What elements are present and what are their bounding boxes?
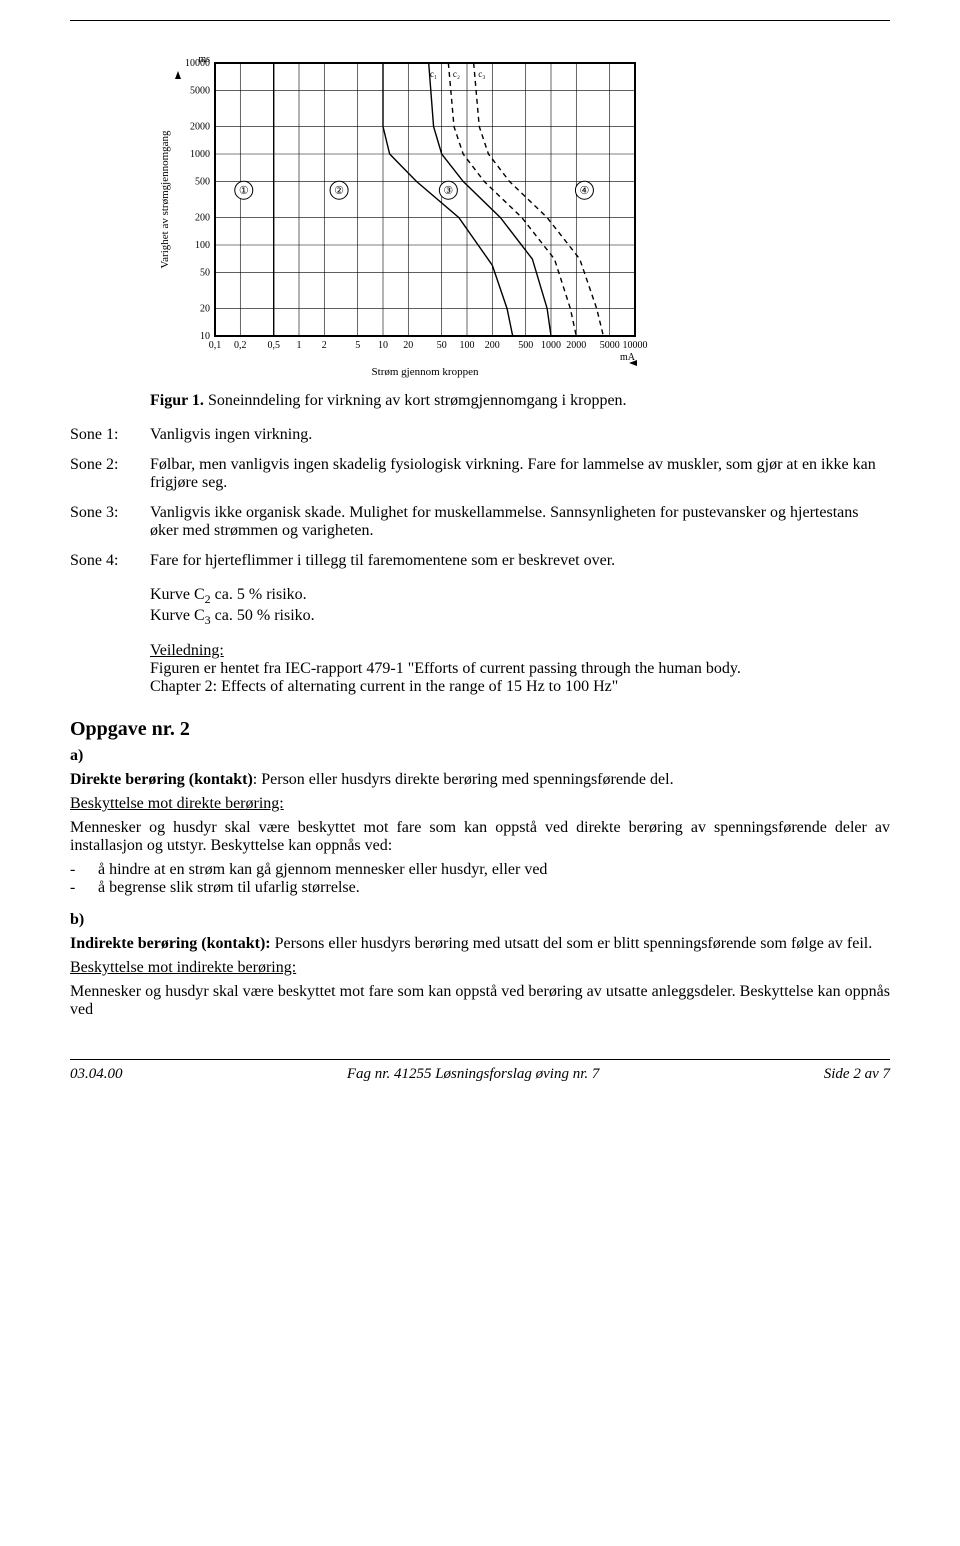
svg-text:50: 50 [200, 267, 210, 278]
svg-text:①: ① [239, 185, 249, 197]
svg-text:200: 200 [485, 340, 500, 351]
svg-text:④: ④ [579, 185, 589, 197]
svg-text:Varighet av strømgjennomgang: Varighet av strømgjennomgang [159, 130, 171, 269]
svg-text:5000: 5000 [600, 340, 620, 351]
oppgave-a: a) Direkte berøring (kontakt): Person el… [70, 747, 890, 897]
list-item: å hindre at en strøm kan gå gjennom menn… [70, 861, 890, 879]
footer-center: Fag nr. 41255 Løsningsforslag øving nr. … [347, 1066, 600, 1083]
part-a-label: a) [70, 747, 83, 764]
oppgave-b: b) Indirekte berøring (kontakt): Persons… [70, 911, 890, 1019]
sone-row: Sone 1: Vanligvis ingen virkning. [70, 420, 890, 450]
sone-definitions: Sone 1: Vanligvis ingen virkning. Sone 2… [70, 420, 890, 576]
sone-label: Sone 2: [70, 450, 150, 498]
svg-text:c₁: c₁ [430, 69, 437, 79]
svg-text:2000: 2000 [566, 340, 586, 351]
sone-row: Sone 4: Fare for hjerteflimmer i tillegg… [70, 546, 890, 576]
list-item: å begrense slik strøm til ufarlig større… [70, 879, 890, 897]
chart-svg: 0,10,20,51251020501002005001000200050001… [150, 51, 650, 381]
svg-text:1: 1 [297, 340, 302, 351]
svg-text:0,5: 0,5 [267, 340, 280, 351]
indirekte-rest: Persons eller husdyrs berøring med utsat… [271, 935, 873, 952]
figure-caption-text: Soneinndeling for virkning av kort strøm… [208, 392, 627, 409]
svg-text:2: 2 [322, 340, 327, 351]
kurve-c2: Kurve C2 ca. 5 % risiko. [150, 586, 890, 607]
besk-direkte-list: å hindre at en strøm kan gå gjennom menn… [70, 861, 890, 897]
sone-text: Vanligvis ingen virkning. [150, 420, 890, 450]
oppgave-title: Oppgave nr. 2 [70, 718, 890, 741]
svg-text:c₂: c₂ [453, 69, 460, 79]
besk-indirekte-text: Mennesker og husdyr skal være beskyttet … [70, 983, 890, 1019]
svg-text:20: 20 [200, 304, 210, 315]
besk-direkte-text: Mennesker og husdyr skal være beskyttet … [70, 819, 890, 855]
top-rule [70, 20, 890, 21]
svg-text:10000: 10000 [623, 340, 648, 351]
besk-direkte-heading: Beskyttelse mot direkte berøring: [70, 795, 284, 812]
sone-label: Sone 4: [70, 546, 150, 576]
kurve-c3: Kurve C3 ca. 50 % risiko. [150, 607, 890, 628]
svg-text:1000: 1000 [190, 149, 210, 160]
footer-left: 03.04.00 [70, 1066, 123, 1083]
bottom-rule [70, 1059, 890, 1060]
sone-text: Fare for hjerteflimmer i tillegg til far… [150, 546, 890, 576]
figure-label: Figur 1. [150, 392, 204, 409]
svg-text:50: 50 [437, 340, 447, 351]
footer-right: Side 2 av 7 [824, 1066, 890, 1083]
svg-text:100: 100 [195, 240, 210, 251]
svg-text:100: 100 [460, 340, 475, 351]
figure-caption: Figur 1. Soneinndeling for virkning av k… [150, 392, 890, 410]
direkte-rest: : Person eller husdyrs direkte berøring … [253, 771, 674, 788]
zone-chart: 0,10,20,51251020501002005001000200050001… [150, 51, 890, 386]
svg-text:0,1: 0,1 [209, 340, 222, 351]
svg-text:20: 20 [403, 340, 413, 351]
sone-row: Sone 3: Vanligvis ikke organisk skade. M… [70, 498, 890, 546]
svg-text:②: ② [334, 185, 344, 197]
direkte-bold: Direkte berøring (kontakt) [70, 771, 253, 788]
svg-text:10: 10 [200, 331, 210, 342]
svg-text:500: 500 [195, 176, 210, 187]
sone-label: Sone 1: [70, 420, 150, 450]
veiledning-line2: Chapter 2: Effects of alternating curren… [150, 678, 890, 696]
svg-text:10: 10 [378, 340, 388, 351]
sone-text: Vanligvis ikke organisk skade. Mulighet … [150, 498, 890, 546]
svg-text:③: ③ [443, 185, 453, 197]
veiledning: Veiledning: Figuren er hentet fra IEC-ra… [150, 642, 890, 696]
svg-text:5000: 5000 [190, 85, 210, 96]
besk-indirekte-heading: Beskyttelse mot indirekte berøring: [70, 959, 296, 976]
kurve-block: Kurve C2 ca. 5 % risiko. Kurve C3 ca. 50… [150, 586, 890, 628]
svg-text:500: 500 [518, 340, 533, 351]
part-b-label: b) [70, 911, 84, 928]
sone-row: Sone 2: Følbar, men vanligvis ingen skad… [70, 450, 890, 498]
svg-text:Strøm gjennom kroppen: Strøm gjennom kroppen [372, 366, 479, 378]
svg-text:c₃: c₃ [478, 69, 485, 79]
indirekte-bold: Indirekte berøring (kontakt): [70, 935, 271, 952]
svg-text:200: 200 [195, 213, 210, 224]
svg-text:5: 5 [355, 340, 360, 351]
svg-text:0,2: 0,2 [234, 340, 247, 351]
page-footer: 03.04.00 Fag nr. 41255 Løsningsforslag ø… [70, 1066, 890, 1083]
svg-text:2000: 2000 [190, 122, 210, 133]
sone-label: Sone 3: [70, 498, 150, 546]
svg-text:1000: 1000 [541, 340, 561, 351]
veiledning-heading: Veiledning: [150, 642, 224, 659]
sone-text: Følbar, men vanligvis ingen skadelig fys… [150, 450, 890, 498]
svg-text:ms: ms [198, 54, 210, 65]
veiledning-line1: Figuren er hentet fra IEC-rapport 479-1 … [150, 660, 890, 678]
